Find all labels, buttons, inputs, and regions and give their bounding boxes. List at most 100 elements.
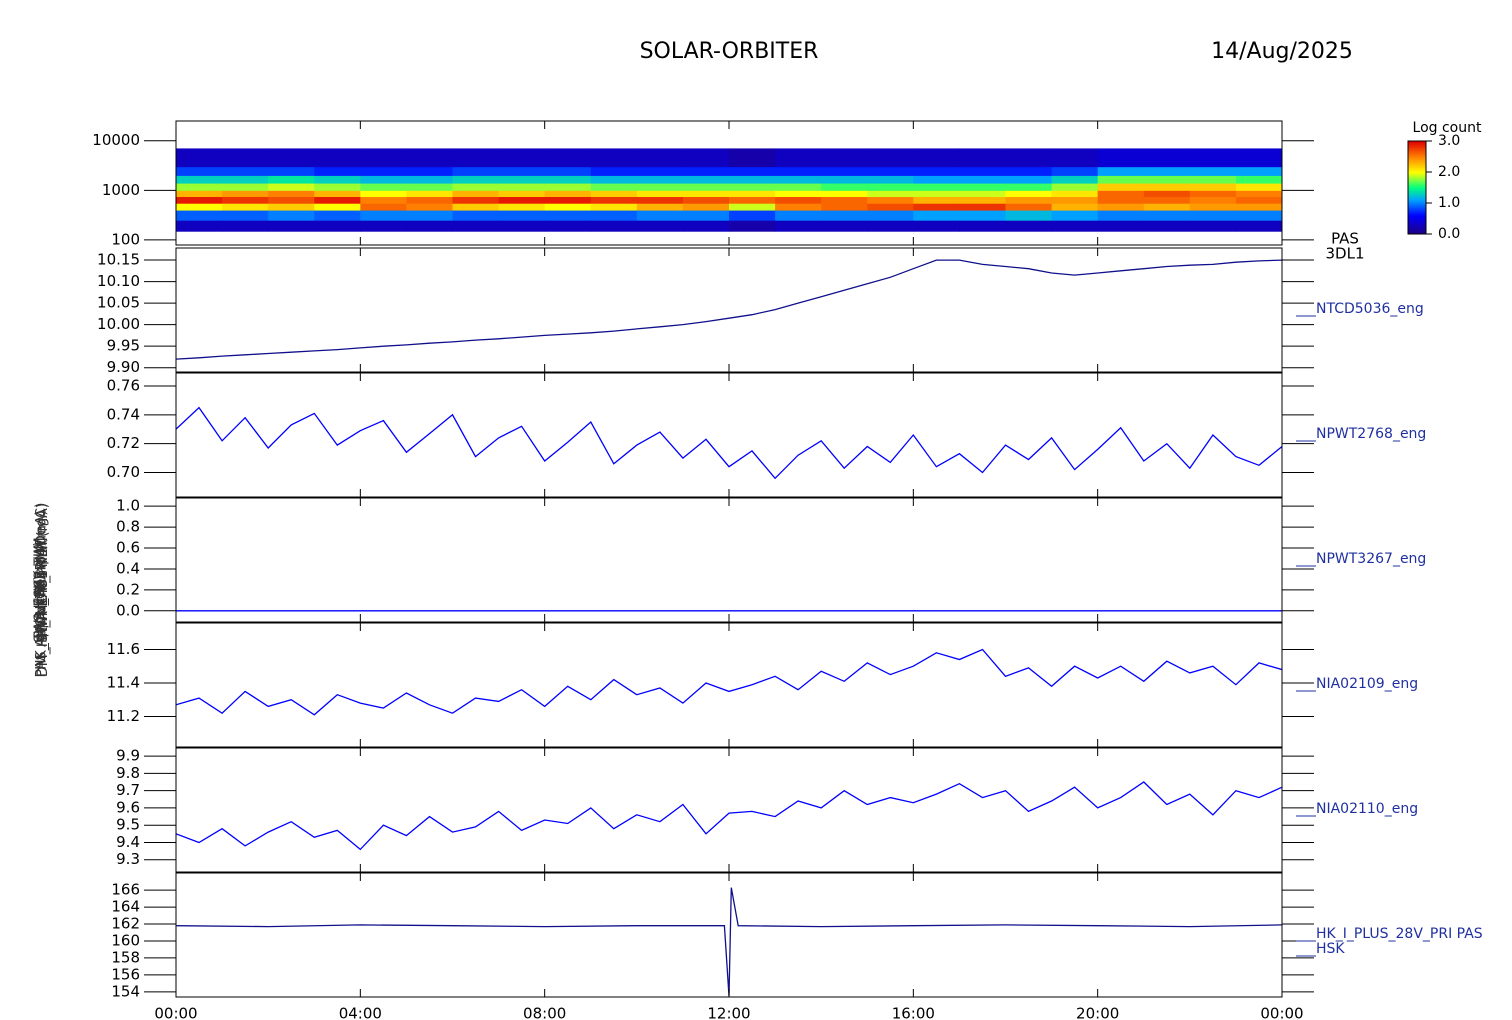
colorbar-swatch	[1408, 159, 1426, 162]
heat-cell	[682, 210, 730, 221]
y-tick-label: 158	[111, 948, 140, 966]
y-tick-label: 9.8	[116, 764, 140, 782]
heat-cell	[959, 183, 1006, 191]
colorbar-swatch	[1408, 204, 1426, 207]
heat-cell	[176, 166, 223, 176]
heat-cell	[314, 175, 361, 184]
colorbar-swatch	[1408, 156, 1426, 159]
heat-cell	[222, 148, 269, 168]
heat-cell	[498, 210, 546, 221]
heat-cell	[775, 220, 822, 232]
heat-cell	[867, 183, 914, 191]
y-tick-label: 9.95	[107, 337, 140, 355]
heat-cell	[959, 196, 1006, 204]
heat-cell	[867, 190, 914, 198]
y-tick-label: 9.9	[116, 747, 140, 765]
colorbar-swatch	[1408, 179, 1426, 182]
data-line	[176, 259, 1282, 360]
colorbar-tick-label: 0.0	[1438, 226, 1460, 242]
y-tick-label: 100	[111, 230, 140, 248]
heat-cell	[360, 210, 407, 221]
heat-cell	[636, 175, 684, 184]
heat-cell	[1051, 190, 1099, 198]
heat-cell	[913, 175, 960, 184]
heat-cell	[176, 190, 223, 198]
heat-cell	[360, 203, 407, 211]
x-tick-label: 00:00	[1260, 1005, 1303, 1020]
y-tick-label: 0.70	[107, 463, 140, 481]
heat-cell	[1143, 196, 1191, 204]
heat-cell	[1097, 203, 1145, 211]
colorbar-swatch	[1408, 195, 1426, 198]
heat-cell	[959, 166, 1006, 176]
heat-cell	[1005, 196, 1053, 204]
heat-cell	[1235, 203, 1282, 211]
heat-cell	[452, 175, 500, 184]
colorbar-swatch	[1408, 178, 1426, 181]
colorbar-swatch	[1408, 145, 1426, 148]
heat-cell	[268, 148, 315, 168]
heat-cell	[775, 175, 822, 184]
y-tick-label: 9.7	[116, 781, 140, 799]
heat-cell	[775, 210, 822, 221]
heat-cell	[867, 196, 914, 204]
heat-cell	[590, 196, 638, 204]
parameter-label: NIA02109_eng	[1316, 676, 1418, 692]
colorbar-swatch	[1408, 210, 1426, 213]
heat-cell	[268, 175, 315, 184]
heat-cell	[544, 220, 592, 232]
heat-cell	[821, 196, 868, 204]
y-tick-label: 10.05	[97, 294, 140, 312]
heat-cell	[1235, 166, 1282, 176]
colorbar-swatch	[1408, 196, 1426, 199]
heat-cell	[222, 210, 269, 221]
heat-cell	[729, 175, 776, 184]
heat-cell	[867, 203, 914, 211]
heat-cell	[636, 183, 684, 191]
heat-cell	[1051, 175, 1099, 184]
heat-cell	[682, 203, 730, 211]
heat-cell	[498, 220, 546, 232]
y-tick-label: 10.10	[97, 272, 140, 290]
panel: 10.15 10.10 10.05 10.00 9.95 9.90 NTCD5036_eng…	[34, 247, 1424, 677]
heat-cell	[1097, 190, 1145, 198]
colorbar-swatch	[1408, 221, 1426, 224]
heat-cell	[544, 148, 592, 168]
y-tick-label: 9.5	[116, 816, 140, 834]
heat-cell	[1235, 190, 1282, 198]
colorbar-swatch	[1408, 148, 1426, 151]
heat-cell	[729, 196, 776, 204]
heat-cell	[775, 166, 822, 176]
colorbar-swatch	[1408, 170, 1426, 173]
heat-cell	[498, 203, 546, 211]
heat-cell	[1005, 166, 1053, 176]
heat-cell	[821, 210, 868, 221]
y-tick-label: 1000	[102, 181, 140, 199]
heat-cell	[1097, 148, 1145, 168]
heat-cell	[913, 166, 960, 176]
heat-cell	[729, 183, 776, 191]
colorbar-swatch	[1408, 226, 1426, 229]
heat-cell	[406, 210, 453, 221]
colorbar-swatch	[1408, 167, 1426, 170]
colorbar-swatch	[1408, 213, 1426, 216]
heat-cell	[590, 183, 638, 191]
heat-cell	[176, 148, 223, 168]
colorbar-swatch	[1408, 172, 1426, 175]
heat-cell	[775, 190, 822, 198]
heat-cell	[452, 166, 500, 176]
y-tick-label: 154	[111, 982, 140, 1000]
heat-cell	[544, 210, 592, 221]
heat-cell	[176, 175, 223, 184]
heat-cell	[682, 220, 730, 232]
heat-cell	[1143, 175, 1191, 184]
heat-cell	[590, 210, 638, 221]
parameter-label: NIA02110_eng	[1316, 801, 1418, 817]
heat-cell	[222, 166, 269, 176]
y-tick-label: 10000	[92, 131, 140, 149]
colorbar-tick-label: 2.0	[1438, 164, 1460, 180]
heat-cell	[590, 166, 638, 176]
heat-cell	[913, 190, 960, 198]
colorbar-swatch	[1408, 224, 1426, 227]
colorbar-swatch	[1408, 168, 1426, 171]
